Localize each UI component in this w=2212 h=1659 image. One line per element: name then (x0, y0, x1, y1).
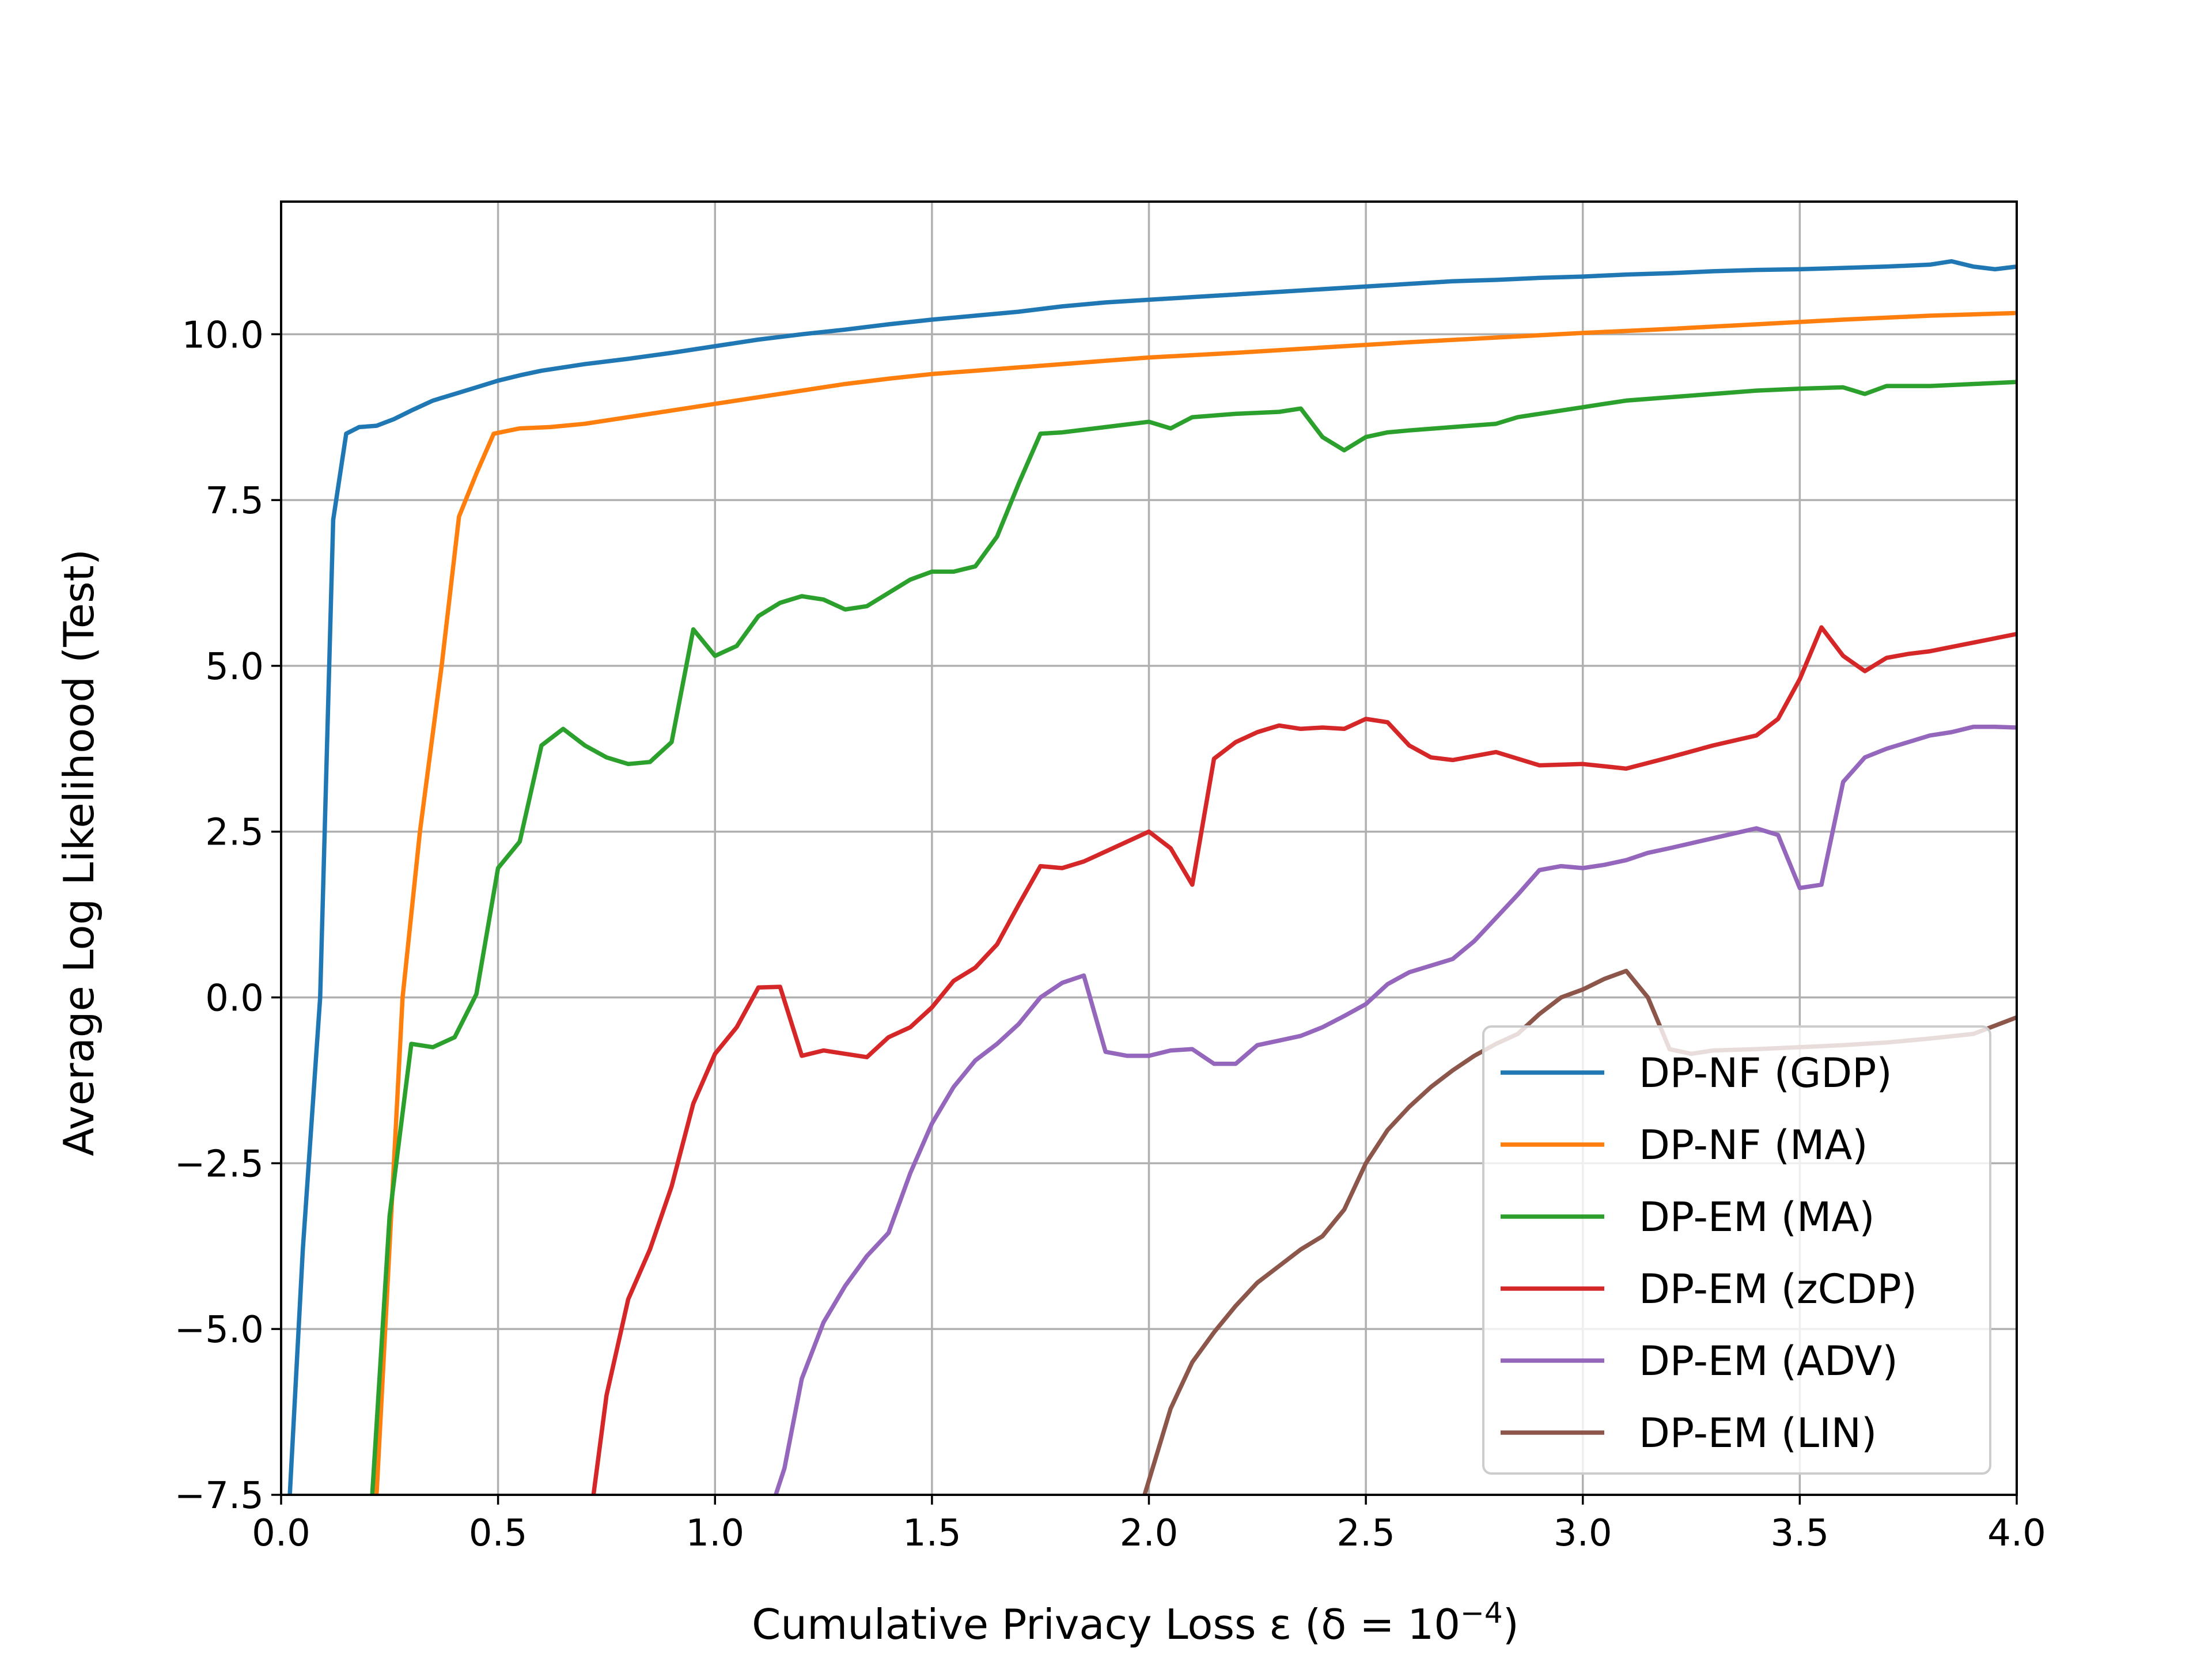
series-line-4 (591, 625, 2017, 1495)
y-tick-label: 7.5 (205, 480, 264, 522)
x-tick-label: 2.0 (1120, 1512, 1179, 1555)
x-tick-label: 1.0 (685, 1512, 744, 1555)
y-tick-label: 5.0 (205, 646, 264, 688)
y-tick-label: 10.0 (182, 314, 264, 357)
legend-label-2: DP-NF (MA) (1639, 1122, 1868, 1169)
x-axis-label-close: ) (1503, 1600, 1519, 1649)
series-line-5 (773, 725, 2017, 1495)
x-tick-label: 3.5 (1770, 1512, 1829, 1555)
x-axis-label-superscript: −4 (1460, 1596, 1503, 1630)
legend-label-1: DP-NF (GDP) (1639, 1050, 1892, 1097)
legend-label-4: DP-EM (zCDP) (1639, 1266, 1917, 1313)
legend-label-6: DP-EM (LIN) (1639, 1410, 1877, 1457)
x-tick-label: 3.0 (1554, 1512, 1612, 1555)
x-axis-label: Cumulative Privacy Loss ε (δ = 10−4) (752, 1596, 1519, 1649)
x-tick-label: 1.5 (903, 1512, 961, 1555)
legend-label-3: DP-EM (MA) (1639, 1194, 1875, 1241)
y-tick-label: 0.0 (205, 978, 264, 1020)
legend: DP-NF (GDP) DP-NF (MA) DP-EM (MA) DP-EM (zC… (1482, 1025, 1991, 1475)
x-axis-label-main: Cumulative Privacy Loss ε (δ = 10 (752, 1600, 1460, 1649)
y-tick-label: −7.5 (175, 1475, 264, 1517)
x-tick-label: 0.5 (469, 1512, 528, 1555)
legend-box (1482, 1025, 1991, 1475)
series-line-2 (374, 310, 2017, 1495)
legend-label-5: DP-EM (ADV) (1639, 1338, 1898, 1385)
series-line-3 (370, 380, 2017, 1495)
x-tick-label: 2.5 (1336, 1512, 1395, 1555)
axis-ticks: 0.0 0.5 1.0 1.5 2.0 2.5 3.0 3.5 4.0 −7.5 −5.0 −2.5 0… (175, 314, 2046, 1555)
x-tick-label: 4.0 (1987, 1512, 2046, 1555)
series-line-1 (287, 259, 2017, 1495)
y-axis-label: Average Log Likelihood (Test) (55, 549, 103, 1156)
x-tick-label: 0.0 (252, 1512, 310, 1555)
y-tick-label: 2.5 (205, 812, 264, 854)
y-tick-label: −2.5 (175, 1143, 264, 1185)
y-tick-label: −5.0 (175, 1309, 264, 1351)
